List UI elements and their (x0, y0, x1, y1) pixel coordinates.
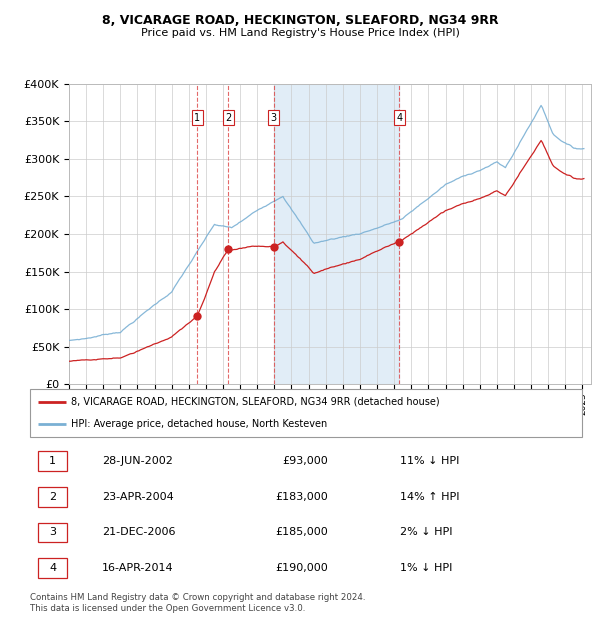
Text: Price paid vs. HM Land Registry's House Price Index (HPI): Price paid vs. HM Land Registry's House … (140, 28, 460, 38)
Text: 1: 1 (194, 112, 200, 123)
Text: £185,000: £185,000 (275, 528, 328, 538)
Text: 3: 3 (271, 112, 277, 123)
Text: 2: 2 (225, 112, 232, 123)
Text: 8, VICARAGE ROAD, HECKINGTON, SLEAFORD, NG34 9RR: 8, VICARAGE ROAD, HECKINGTON, SLEAFORD, … (101, 14, 499, 27)
Text: HPI: Average price, detached house, North Kesteven: HPI: Average price, detached house, Nort… (71, 419, 328, 429)
Text: 4: 4 (396, 112, 402, 123)
Text: Contains HM Land Registry data © Crown copyright and database right 2024.
This d: Contains HM Land Registry data © Crown c… (30, 593, 365, 613)
Text: 2% ↓ HPI: 2% ↓ HPI (400, 528, 452, 538)
Text: 4: 4 (49, 563, 56, 573)
Bar (274, 84, 399, 384)
Text: 1% ↓ HPI: 1% ↓ HPI (400, 563, 452, 573)
FancyBboxPatch shape (38, 523, 67, 542)
FancyBboxPatch shape (38, 487, 67, 507)
Text: 28-JUN-2002: 28-JUN-2002 (102, 456, 173, 466)
Text: £183,000: £183,000 (275, 492, 328, 502)
FancyBboxPatch shape (30, 389, 582, 437)
Text: 1: 1 (49, 456, 56, 466)
Text: 3: 3 (49, 528, 56, 538)
Text: 8, VICARAGE ROAD, HECKINGTON, SLEAFORD, NG34 9RR (detached house): 8, VICARAGE ROAD, HECKINGTON, SLEAFORD, … (71, 397, 440, 407)
Text: £93,000: £93,000 (283, 456, 328, 466)
Text: 2: 2 (49, 492, 56, 502)
Text: 14% ↑ HPI: 14% ↑ HPI (400, 492, 460, 502)
FancyBboxPatch shape (38, 558, 67, 578)
FancyBboxPatch shape (38, 451, 67, 471)
Text: 16-APR-2014: 16-APR-2014 (102, 563, 173, 573)
Text: 11% ↓ HPI: 11% ↓ HPI (400, 456, 459, 466)
Text: 21-DEC-2006: 21-DEC-2006 (102, 528, 175, 538)
Text: £190,000: £190,000 (275, 563, 328, 573)
Text: 23-APR-2004: 23-APR-2004 (102, 492, 173, 502)
